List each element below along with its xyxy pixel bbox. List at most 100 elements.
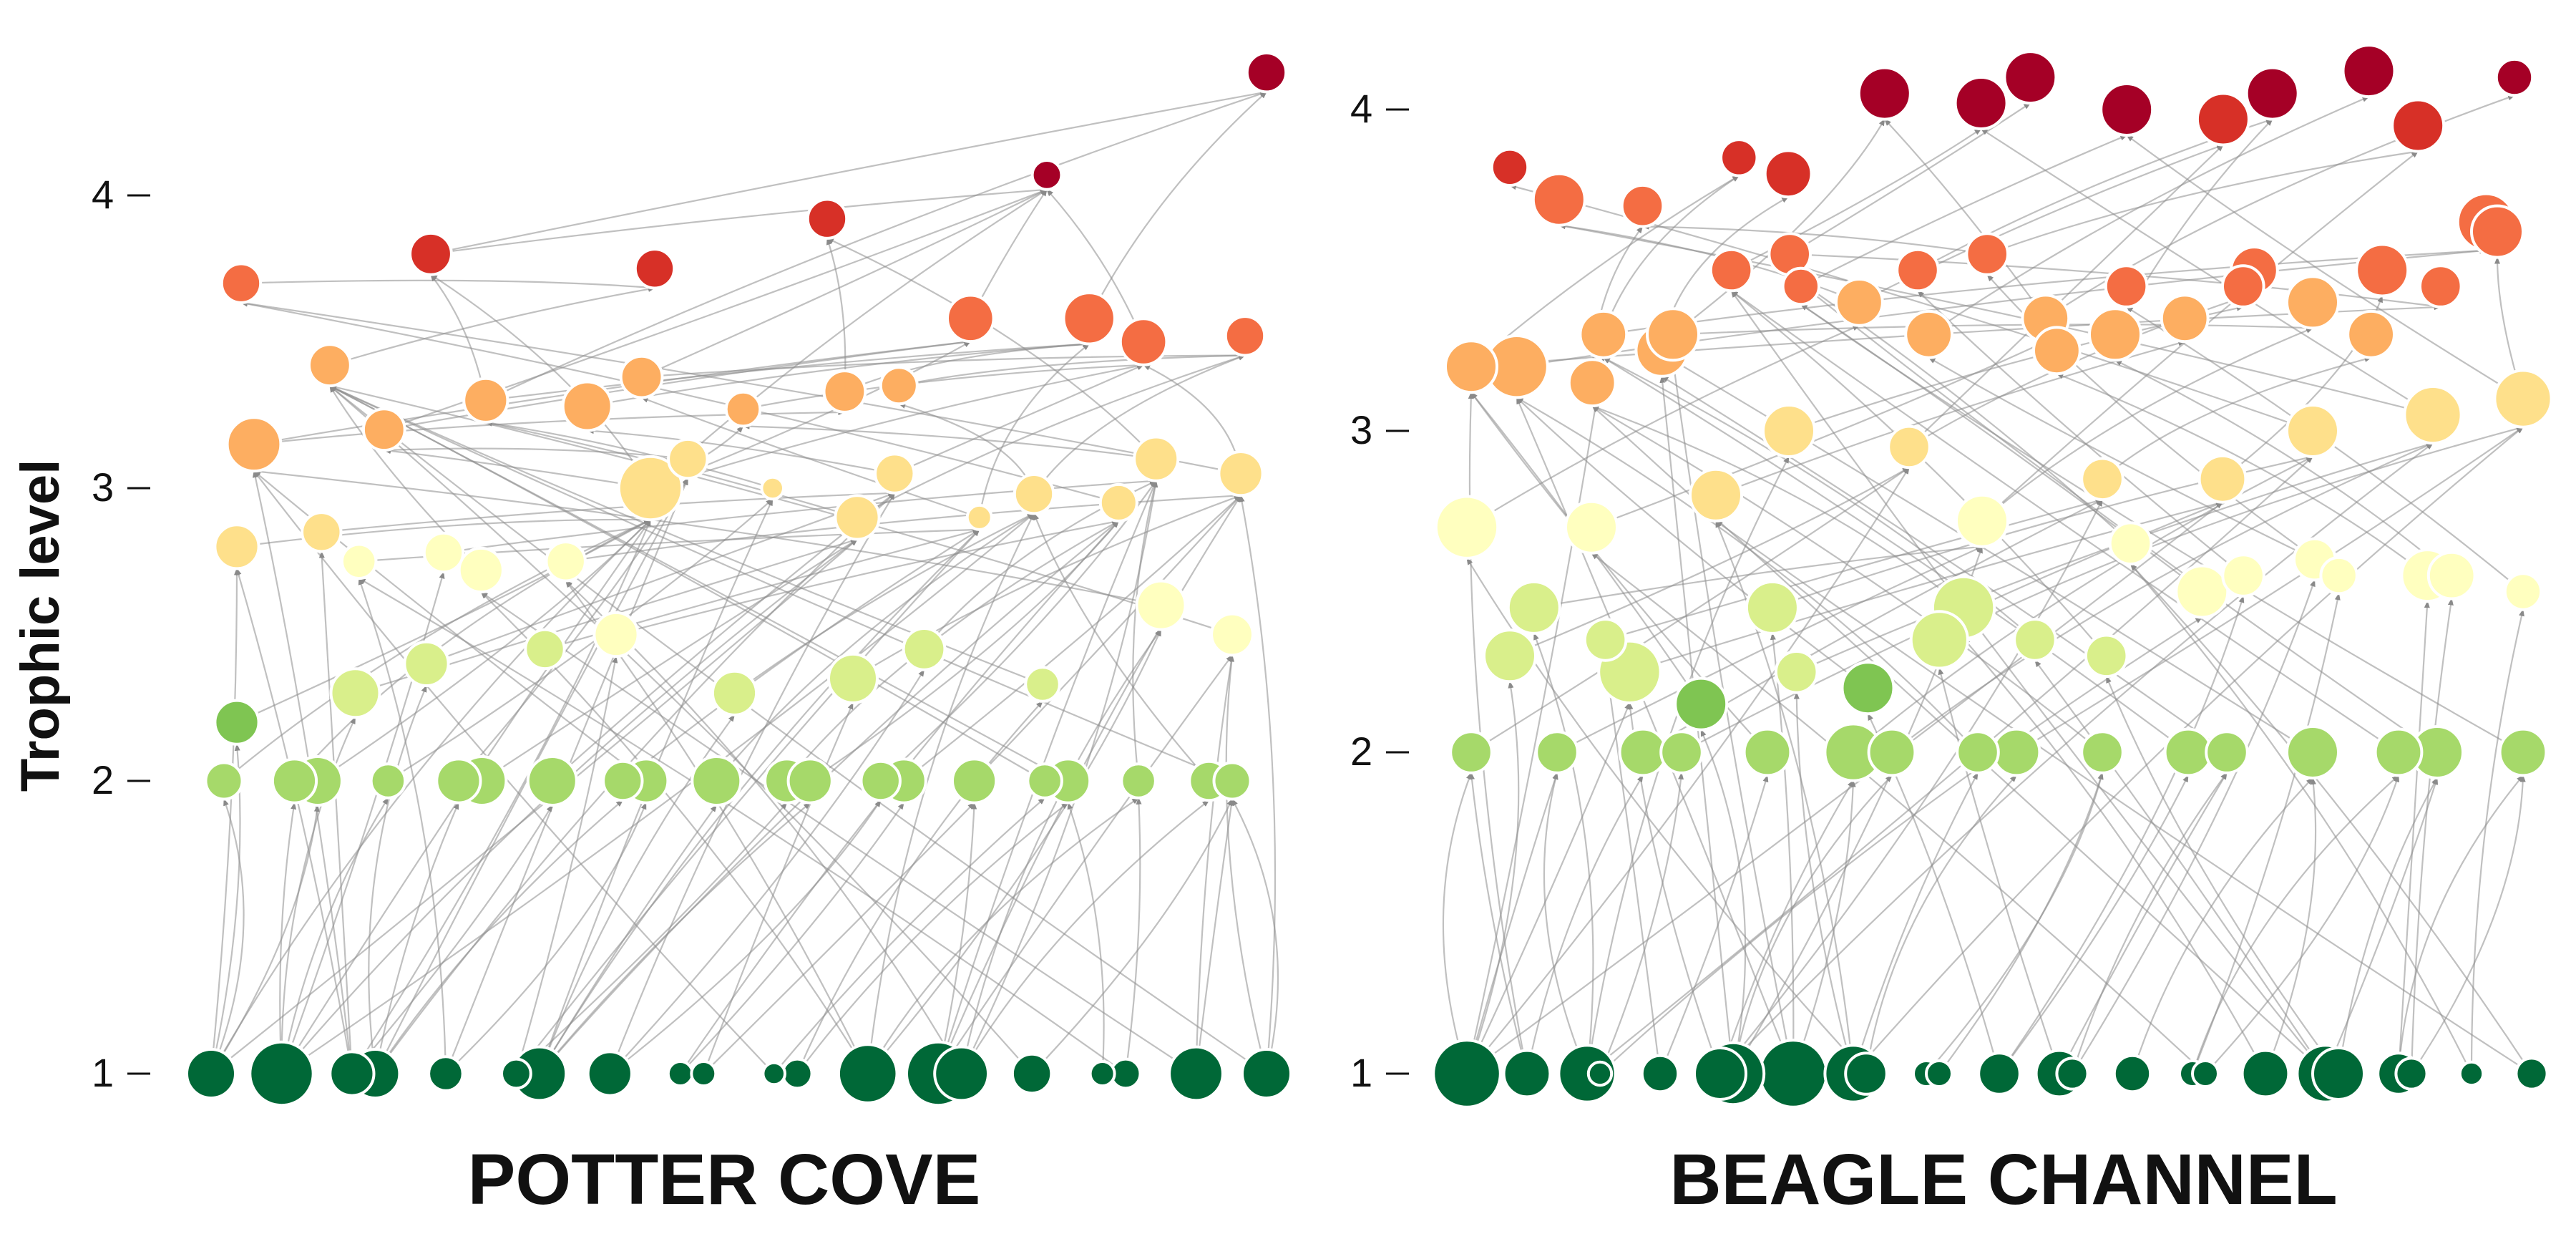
beagle-channel-edge	[2410, 598, 2454, 1074]
beagle-channel-edge	[1883, 118, 2046, 319]
beagle-channel-species-node	[1502, 1049, 1552, 1099]
potter-cove-edge	[703, 701, 854, 1074]
potter-cove-edge	[383, 448, 651, 490]
potter-cove-species-node	[586, 1050, 633, 1097]
potter-cove-species-node	[592, 611, 640, 659]
beagle-channel-species-node	[2013, 618, 2057, 662]
potter-cove-species-node	[1224, 315, 1267, 357]
potter-cove-edge	[240, 301, 1119, 504]
beagle-channel-edge	[1516, 397, 1869, 689]
beagle-channel-edge	[1770, 632, 1795, 1074]
beagle-channel-edge	[1470, 467, 1910, 753]
beagle-channel-species-node	[2394, 1056, 2429, 1091]
beagle-channel-edge	[1442, 772, 1473, 1074]
beagle-channel-edge	[1891, 442, 2434, 753]
potter-cove-species-node	[761, 1061, 786, 1087]
beagle-channel-species-node	[2285, 404, 2340, 458]
beagle-channel-edge	[1980, 128, 2434, 416]
beagle-channel-edge	[1789, 273, 2438, 753]
potter-cove-species-node	[836, 1043, 899, 1104]
beagle-channel-species-node	[1763, 149, 1813, 199]
potter-cove-species-node	[526, 755, 578, 807]
potter-cove-edge	[937, 802, 977, 1074]
potter-cove-edge	[481, 538, 858, 782]
beagle-channel-species-node	[2341, 44, 2396, 99]
beagle-channel-edge	[2072, 579, 2316, 1074]
beagle-channel-edge	[1963, 638, 2266, 1074]
potter-cove-edge	[368, 685, 428, 1074]
potter-cove-species-node	[500, 1057, 532, 1090]
potter-cove-species-node	[427, 1055, 464, 1092]
potter-cove-edge	[796, 802, 1069, 1074]
beagle-channel-species-node	[2503, 572, 2543, 611]
potter-cove-edge	[641, 188, 1048, 378]
beagle-channel-species-node	[1844, 1051, 1888, 1096]
beagle-channel-edge	[2059, 772, 2228, 1074]
potter-cove-edge	[430, 273, 651, 489]
beagle-channel-species-node	[1583, 618, 1628, 662]
potter-cove-tick-4: 4	[92, 172, 114, 217]
potter-cove-species-node	[874, 452, 916, 495]
beagle-channel-edge	[1700, 729, 1747, 1074]
potter-cove-species-node	[1098, 482, 1138, 523]
potter-cove-edge	[1225, 654, 1268, 1074]
potter-cove-edge	[609, 800, 882, 1074]
potter-cove-species-node	[369, 762, 407, 800]
beagle-channel-species-node	[1490, 147, 1530, 188]
beagle-channel-species-node	[1444, 339, 1498, 394]
beagle-channel-edge	[1800, 134, 2128, 287]
beagle-channel-species-node	[1434, 495, 1500, 560]
potter-cove-edge	[210, 519, 651, 1074]
potter-cove-edge	[351, 519, 652, 1074]
beagle-channel-species-node	[2498, 727, 2548, 777]
potter-cove-edge	[430, 187, 1048, 255]
beagle-channel-species-node	[2163, 727, 2213, 777]
potter-cove-edge	[235, 568, 353, 1074]
potter-cove-species-node	[902, 627, 947, 671]
beagle-channel-edge	[1715, 520, 2532, 1074]
potter-cove-species-node	[409, 231, 453, 276]
potter-cove-edge	[857, 354, 1246, 518]
potter-cove-edge	[515, 656, 618, 1074]
potter-cove-edge	[358, 578, 447, 1074]
beagle-channel-species-node	[1567, 358, 1617, 408]
potter-cove-species-node	[667, 437, 709, 480]
beagle-channel-edge	[1917, 290, 2244, 576]
potter-cove-edge	[351, 805, 553, 1074]
beagle-channel-edge	[2411, 774, 2526, 1074]
beagle-channel-edge	[2071, 772, 2228, 1074]
potter-cove-species-node	[834, 494, 881, 541]
beagle-channel-edge	[1466, 467, 1910, 1074]
potter-cove-species-node	[301, 511, 343, 553]
beagle-channel-tick-2: 2	[1350, 729, 1372, 774]
beagle-channel-edge	[1465, 772, 1558, 1074]
potter-cove-species-node	[1133, 435, 1180, 482]
potter-cove-edge	[236, 519, 651, 724]
beagle-channel-species-node	[1449, 730, 1493, 774]
potter-cove-species-node	[1030, 159, 1063, 191]
beagle-channel-species-node	[2191, 1059, 2220, 1088]
potter-cove-species-node	[1013, 473, 1055, 515]
beagle-channel-edge	[2034, 659, 2326, 1074]
beagle-channel-edge	[1719, 779, 1854, 1074]
potter-cove-edge	[318, 550, 353, 1074]
beagle-channel-edge	[2126, 135, 2524, 400]
potter-cove-edge	[430, 90, 1267, 255]
beagle-channel-edge	[1591, 405, 1964, 608]
potter-cove-edge	[615, 519, 1120, 636]
beagle-channel-edge	[1672, 118, 1885, 336]
beagle-channel-species-node	[1742, 727, 1792, 777]
potter-cove-species-node	[786, 757, 834, 805]
potter-cove-species-node	[422, 531, 465, 574]
beagle-channel-edge	[1659, 774, 1769, 1074]
beagle-channel-edge	[2264, 777, 2317, 1074]
beagle-channel-edge	[1730, 290, 2107, 657]
potter-cove-edge	[253, 339, 972, 445]
beagle-channel-species-node	[2319, 555, 2358, 596]
beagle-channel-species-node	[2391, 98, 2446, 153]
beagle-channel-edge	[1732, 774, 1893, 1074]
beagle-channel-species-node	[1719, 138, 1759, 178]
potter-cove-species-node	[361, 407, 406, 452]
beagle-channel-species-node	[2175, 564, 2230, 619]
potter-cove-edge	[321, 490, 896, 533]
